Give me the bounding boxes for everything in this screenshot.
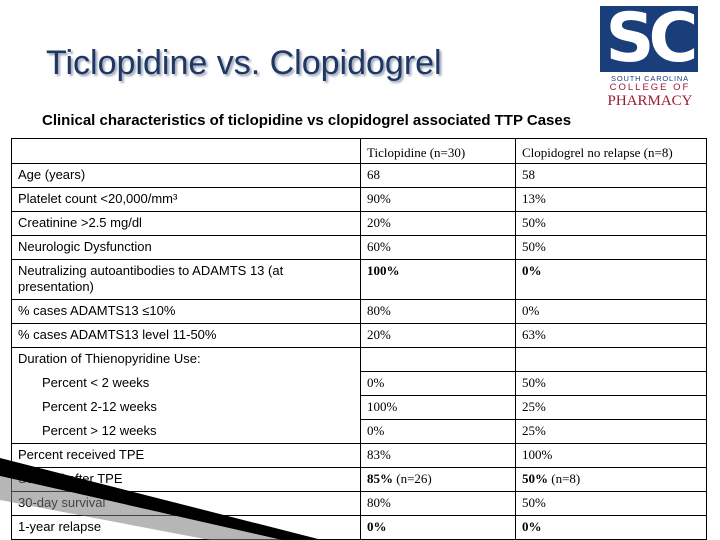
table-row: % cases ADAMTS13 level 11-50% 20% 63% bbox=[11, 323, 707, 348]
ticlopidine-value: 100% bbox=[360, 395, 516, 420]
clopidogrel-value: 50% bbox=[515, 371, 707, 396]
header-cell-ticlopidine: Ticlopidine (n=30) bbox=[360, 138, 516, 164]
row-label: Survival after TPE bbox=[11, 467, 361, 492]
clopidogrel-value: 100% bbox=[515, 443, 707, 468]
table-row: 30-day survival 80% 50% bbox=[11, 491, 707, 516]
row-label: Platelet count <20,000/mm³ bbox=[11, 187, 361, 212]
clopidogrel-value: 13% bbox=[515, 187, 707, 212]
college-logo: SC SOUTH CAROLINA COLLEGE OF PHARMACY bbox=[598, 4, 702, 109]
ticlopidine-note: (n=26) bbox=[393, 471, 432, 486]
clopidogrel-value: 63% bbox=[515, 323, 707, 348]
ticlopidine-value bbox=[360, 347, 516, 372]
ticlopidine-value: 0% bbox=[360, 371, 516, 396]
row-label: Age (years) bbox=[11, 163, 361, 188]
table-row: Creatinine >2.5 mg/dl 20% 50% bbox=[11, 211, 707, 236]
ticlopidine-value: 0% bbox=[360, 419, 516, 444]
clopidogrel-value bbox=[515, 347, 707, 372]
characteristics-table: Ticlopidine (n=30) Clopidogrel no relaps… bbox=[11, 138, 707, 540]
row-label: Percent 2-12 weeks bbox=[11, 395, 361, 420]
slide-title: Ticlopidine vs. Clopidogrel bbox=[46, 44, 442, 82]
header-cell-label bbox=[11, 138, 361, 164]
table-row: 1-year relapse 0% 0% bbox=[11, 515, 707, 540]
clopidogrel-value: 25% bbox=[515, 419, 707, 444]
row-label: 30-day survival bbox=[11, 491, 361, 516]
ticlopidine-value: 100% bbox=[360, 259, 516, 300]
header-cell-clopidogrel: Clopidogrel no relapse (n=8) bbox=[515, 138, 707, 164]
clopidogrel-value: 50% bbox=[515, 235, 707, 260]
table-row: Survival after TPE 85% (n=26) 50% (n=8) bbox=[11, 467, 707, 492]
row-label: Percent < 2 weeks bbox=[11, 371, 361, 396]
logo-letters: SC bbox=[605, 6, 698, 72]
table-header-row: Ticlopidine (n=30) Clopidogrel no relaps… bbox=[11, 138, 707, 164]
row-label: Neurologic Dysfunction bbox=[11, 235, 361, 260]
clopidogrel-note: (n=8) bbox=[548, 471, 581, 486]
table-row: Duration of Thienopyridine Use: bbox=[11, 347, 707, 372]
ticlopidine-value: 80% bbox=[360, 299, 516, 324]
table-row: Percent 2-12 weeks 100% 25% bbox=[11, 395, 707, 420]
ticlopidine-value: 68 bbox=[360, 163, 516, 188]
row-label: 1-year relapse bbox=[11, 515, 361, 540]
row-label: % cases ADAMTS13 level 11-50% bbox=[11, 323, 361, 348]
table-row: Percent > 12 weeks 0% 25% bbox=[11, 419, 707, 444]
ticlopidine-value-cell: 85% (n=26) bbox=[360, 467, 516, 492]
logo-line-2: COLLEGE OF bbox=[609, 82, 691, 93]
ticlopidine-value: 85% bbox=[367, 471, 393, 486]
table-row: Neutralizing autoantibodies to ADAMTS 13… bbox=[11, 259, 707, 300]
row-label: Creatinine >2.5 mg/dl bbox=[11, 211, 361, 236]
clopidogrel-value: 25% bbox=[515, 395, 707, 420]
clopidogrel-value: 0% bbox=[515, 515, 707, 540]
row-label: Neutralizing autoantibodies to ADAMTS 13… bbox=[11, 259, 361, 300]
clopidogrel-value: 50% bbox=[515, 491, 707, 516]
table-caption: Clinical characteristics of ticlopidine … bbox=[42, 112, 572, 129]
clopidogrel-value-cell: 50% (n=8) bbox=[515, 467, 707, 492]
ticlopidine-value: 83% bbox=[360, 443, 516, 468]
ticlopidine-value: 60% bbox=[360, 235, 516, 260]
row-label: Percent > 12 weeks bbox=[11, 419, 361, 444]
clopidogrel-value: 50% bbox=[522, 471, 548, 486]
logo-emblem: SC bbox=[600, 6, 698, 72]
row-label: Duration of Thienopyridine Use: bbox=[11, 347, 361, 372]
clopidogrel-value: 58 bbox=[515, 163, 707, 188]
ticlopidine-value: 90% bbox=[360, 187, 516, 212]
logo-line-1: SOUTH CAROLINA bbox=[611, 74, 689, 83]
clopidogrel-value: 0% bbox=[515, 259, 707, 300]
clopidogrel-value: 0% bbox=[515, 299, 707, 324]
table-row: % cases ADAMTS13 ≤10% 80% 0% bbox=[11, 299, 707, 324]
table-row: Platelet count <20,000/mm³ 90% 13% bbox=[11, 187, 707, 212]
table-row: Age (years) 68 58 bbox=[11, 163, 707, 188]
ticlopidine-value: 0% bbox=[360, 515, 516, 540]
ticlopidine-value: 20% bbox=[360, 323, 516, 348]
clopidogrel-value: 50% bbox=[515, 211, 707, 236]
table-row: Percent received TPE 83% 100% bbox=[11, 443, 707, 468]
ticlopidine-value: 80% bbox=[360, 491, 516, 516]
table-row: Percent < 2 weeks 0% 50% bbox=[11, 371, 707, 396]
ticlopidine-value: 20% bbox=[360, 211, 516, 236]
logo-line-3: PHARMACY bbox=[607, 93, 693, 109]
row-label: Percent received TPE bbox=[11, 443, 361, 468]
table-row: Neurologic Dysfunction 60% 50% bbox=[11, 235, 707, 260]
row-label: % cases ADAMTS13 ≤10% bbox=[11, 299, 361, 324]
